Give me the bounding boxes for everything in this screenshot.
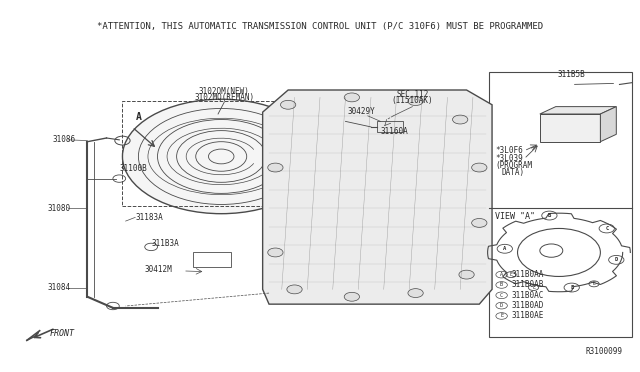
Text: 30429Y: 30429Y [348,107,375,116]
Circle shape [472,218,487,227]
Text: 31084: 31084 [47,283,70,292]
Circle shape [268,163,283,172]
Text: E: E [532,285,535,290]
Circle shape [408,97,423,106]
Text: C: C [605,226,609,231]
Text: (11510AK): (11510AK) [392,96,433,105]
Polygon shape [540,107,616,114]
Text: DATA): DATA) [502,168,525,177]
Text: E: E [509,272,513,277]
Circle shape [529,285,539,291]
Text: 311B5B: 311B5B [558,70,586,79]
Text: 311B0AA: 311B0AA [511,270,543,279]
Polygon shape [600,107,616,142]
Text: 31160A: 31160A [381,127,408,136]
Text: B: B [548,213,551,218]
Circle shape [589,281,599,287]
Text: 31080: 31080 [47,203,70,213]
Bar [193,253,231,267]
Circle shape [541,211,557,220]
Text: SEC.112: SEC.112 [396,90,429,99]
Circle shape [408,289,423,298]
Bar [378,121,403,132]
Text: C: C [500,293,503,298]
Text: A: A [500,272,503,277]
Text: 30412M: 30412M [145,264,173,273]
Text: 31100B: 31100B [119,164,147,173]
Text: R3100099: R3100099 [586,347,623,356]
Text: 311B0AC: 311B0AC [511,291,543,300]
Circle shape [599,224,614,233]
Circle shape [344,292,360,301]
Circle shape [459,270,474,279]
Text: A: A [136,112,141,122]
Text: 3102MQ(REMAN): 3102MQ(REMAN) [195,93,255,102]
Circle shape [497,244,513,253]
Text: *3L039: *3L039 [495,154,523,163]
Text: (PROGRAM: (PROGRAM [495,161,532,170]
Text: 31086: 31086 [52,135,76,144]
Text: A: A [503,246,506,251]
Text: VIEW "A": VIEW "A" [495,212,535,221]
Circle shape [280,100,296,109]
Text: D: D [500,303,503,308]
Text: FRONT: FRONT [49,329,74,338]
Text: 311B3A: 311B3A [151,239,179,248]
Text: B: B [500,282,503,288]
Text: E: E [500,314,503,318]
Text: D: D [614,257,618,262]
Text: 3102OM(NEW): 3102OM(NEW) [199,87,250,96]
Circle shape [122,99,320,214]
Bar [489,71,632,337]
Text: E: E [593,281,595,286]
Circle shape [268,248,283,257]
Circle shape [452,115,468,124]
Polygon shape [262,90,492,304]
Text: *3L0F6: *3L0F6 [495,147,523,155]
Text: 311B0AE: 311B0AE [511,311,543,320]
Text: 311B0AD: 311B0AD [511,301,543,310]
Circle shape [472,163,487,172]
Bar [540,114,600,142]
Circle shape [344,93,360,102]
Text: 311B0AB: 311B0AB [511,280,543,289]
Text: 31183A: 31183A [135,213,163,222]
Circle shape [287,285,302,294]
Text: E: E [570,285,573,290]
Circle shape [564,283,579,292]
Circle shape [609,256,624,264]
Text: *ATTENTION, THIS AUTOMATIC TRANSMISSION CONTROL UNIT (P/C 310F6) MUST BE PROGRAM: *ATTENTION, THIS AUTOMATIC TRANSMISSION … [97,22,543,31]
Circle shape [506,272,516,278]
Bar [122,101,326,206]
